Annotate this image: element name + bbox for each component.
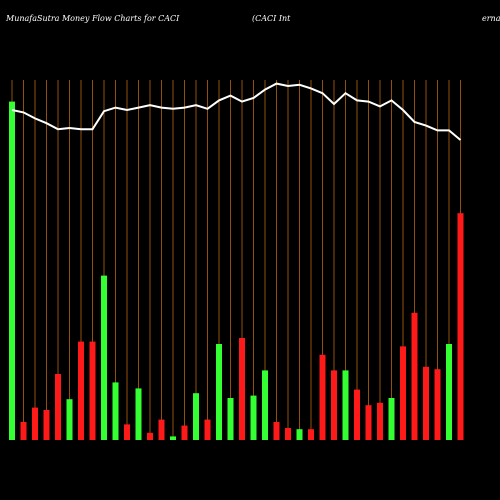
bar <box>434 369 441 440</box>
chart-subtitle: (CACI Int <box>252 14 291 23</box>
chart-title: MunafaSutra Money Flow Charts for CACI <box>5 14 180 23</box>
bar <box>216 344 222 440</box>
bar <box>342 370 349 440</box>
bar <box>170 436 176 440</box>
bar <box>135 388 142 440</box>
bar <box>354 389 360 440</box>
bar <box>331 370 337 440</box>
bar <box>55 374 61 440</box>
bar <box>457 213 464 440</box>
bar <box>365 405 372 440</box>
bar <box>204 419 211 440</box>
bar <box>32 407 38 440</box>
bar <box>296 429 303 440</box>
bar <box>181 425 188 440</box>
bar <box>66 399 73 440</box>
bar <box>124 424 130 440</box>
bar <box>158 419 165 440</box>
bar <box>89 341 96 440</box>
bar <box>377 402 383 440</box>
bar <box>262 370 268 440</box>
bar <box>250 395 257 440</box>
bar <box>319 354 326 440</box>
bar <box>308 429 314 440</box>
bar <box>411 312 418 440</box>
bar <box>400 346 406 440</box>
bar <box>239 338 245 440</box>
bar <box>78 341 84 440</box>
chart-subtitle-tail: ernatio <box>482 14 500 23</box>
bar <box>20 422 27 440</box>
bar <box>285 428 291 440</box>
bar <box>388 398 395 440</box>
bar <box>193 393 199 440</box>
bar <box>101 275 107 440</box>
bar <box>9 101 15 440</box>
bar <box>273 422 280 440</box>
bar <box>446 344 452 440</box>
bar <box>423 366 429 440</box>
bar <box>112 382 119 440</box>
price-line <box>11 82 462 141</box>
bar <box>43 410 50 440</box>
bar <box>227 398 234 440</box>
bar <box>147 432 153 440</box>
